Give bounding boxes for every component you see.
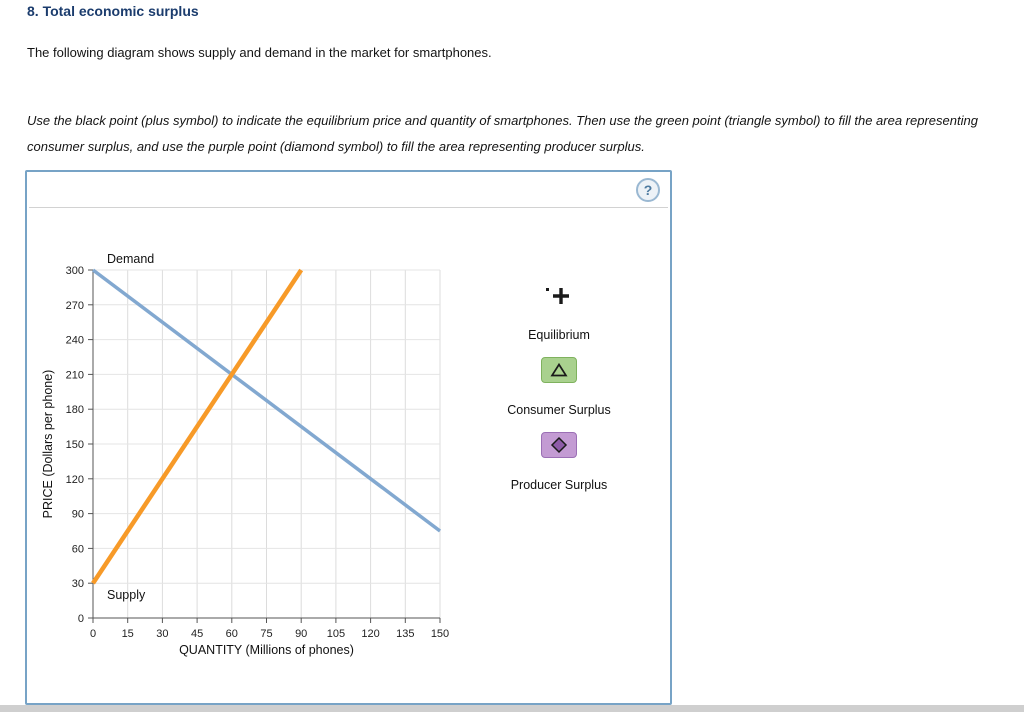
panel-separator [29,207,668,208]
producer-surplus-label: Producer Surplus [510,478,608,492]
supply-curve[interactable] [91,268,304,585]
y-tick-label: 150 [66,439,84,451]
x-tick-label: 30 [156,628,168,640]
y-tick-label: 270 [66,300,84,312]
y-tick-label: 60 [72,543,84,555]
y-tick-label: 30 [72,578,84,590]
y-tick-label: 300 [66,265,84,277]
y-tick-label: 210 [66,369,84,381]
x-tick-label: 45 [191,628,203,640]
bottom-edge [0,705,1024,712]
y-tick-label: 240 [66,335,84,347]
demand-curve[interactable] [91,268,442,533]
instructions-text: Use the black point (plus symbol) to ind… [27,113,978,154]
y-tick-label: 180 [66,404,84,416]
help-button[interactable]: ? [636,178,660,202]
y-tick-label: 120 [66,474,84,486]
equilibrium-label: Equilibrium [528,328,590,342]
plus-icon [546,288,569,304]
x-tick-label: 135 [396,628,414,640]
x-tick-label: 15 [122,628,134,640]
x-tick-label: 150 [431,628,449,640]
y-axis-title: PRICE (Dollars per phone) [41,370,55,519]
intro-text: The following diagram shows supply and d… [27,45,492,60]
supply-curve-label: Supply [107,588,146,602]
y-tick-label: 90 [72,509,84,521]
producer-surplus-tool[interactable] [541,432,577,458]
supply-demand-chart[interactable]: 0 30 60 90 120 150 180 210 240 270 300 0 15 30 45 60 75 9… [40,250,470,660]
x-tick-label: 105 [327,628,345,640]
page-title: 8. Total economic surplus [27,3,199,19]
triangle-icon [550,362,568,377]
y-tick-label: 0 [78,613,84,625]
question-mark-icon: ? [643,182,653,198]
tool-palette: Equilibrium Consumer Surplus Producer Su… [484,284,634,493]
x-tick-label: 120 [361,628,379,640]
equilibrium-point-tool[interactable] [544,284,574,308]
x-tick-label: 90 [295,628,307,640]
x-tick-label: 75 [260,628,272,640]
consumer-surplus-tool[interactable] [541,357,577,383]
graph-panel: ? 0 30 60 90 120 150 180 210 240 270 300 0 15 30 45 60 7… [25,170,672,705]
demand-curve-label: Demand [107,252,154,266]
consumer-surplus-label: Consumer Surplus [507,403,611,417]
x-tick-label: 60 [226,628,238,640]
x-axis-title: QUANTITY (Millions of phones) [179,643,354,657]
x-tick-label: 0 [90,628,96,640]
diamond-icon [550,436,568,454]
